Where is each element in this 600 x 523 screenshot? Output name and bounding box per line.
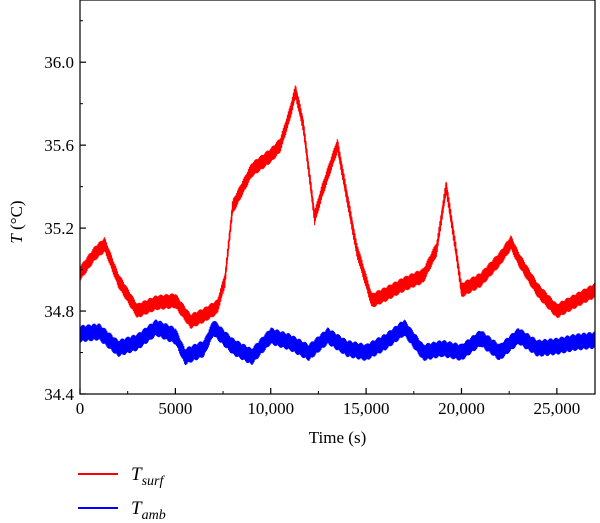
y-tick-label: 35.6: [44, 136, 74, 155]
x-axis-label: Time (s): [309, 428, 366, 447]
legend-label-amb: Tamb: [131, 498, 166, 523]
y-tick-label: 36.0: [44, 53, 74, 72]
series-t-amb-line: [79, 319, 596, 366]
x-tick-label: 20,000: [438, 399, 485, 418]
ticks-layer: 0 5000 10,000 15,000 20,000 25,000 34.4 34.8 35.…: [44, 20, 580, 418]
legend-label-symbol: T: [131, 464, 143, 485]
x-tick-label: 5000: [158, 399, 192, 418]
legend-label-subscript: amb: [142, 508, 166, 523]
x-tick-label: 0: [76, 399, 85, 418]
legend-label-surf: Tsurf: [131, 464, 165, 489]
x-tick-label: 25,000: [533, 399, 580, 418]
y-tick-label: 34.4: [44, 385, 74, 404]
y-tick-label: 34.8: [44, 302, 74, 321]
y-axis-label: T (°C): [7, 200, 26, 243]
y-tick-label: 35.2: [44, 219, 74, 238]
legend-label-symbol: T: [131, 498, 143, 519]
series-t-surf-line: [79, 85, 596, 329]
y-axis-symbol: T: [7, 233, 26, 244]
series-layer: [79, 85, 596, 366]
y-axis-unit: (°C): [7, 200, 26, 234]
x-tick-label: 10,000: [247, 399, 294, 418]
x-tick-label: 15,000: [343, 399, 390, 418]
plot-frame: [79, 0, 596, 395]
legend-label-subscript: surf: [142, 474, 166, 489]
